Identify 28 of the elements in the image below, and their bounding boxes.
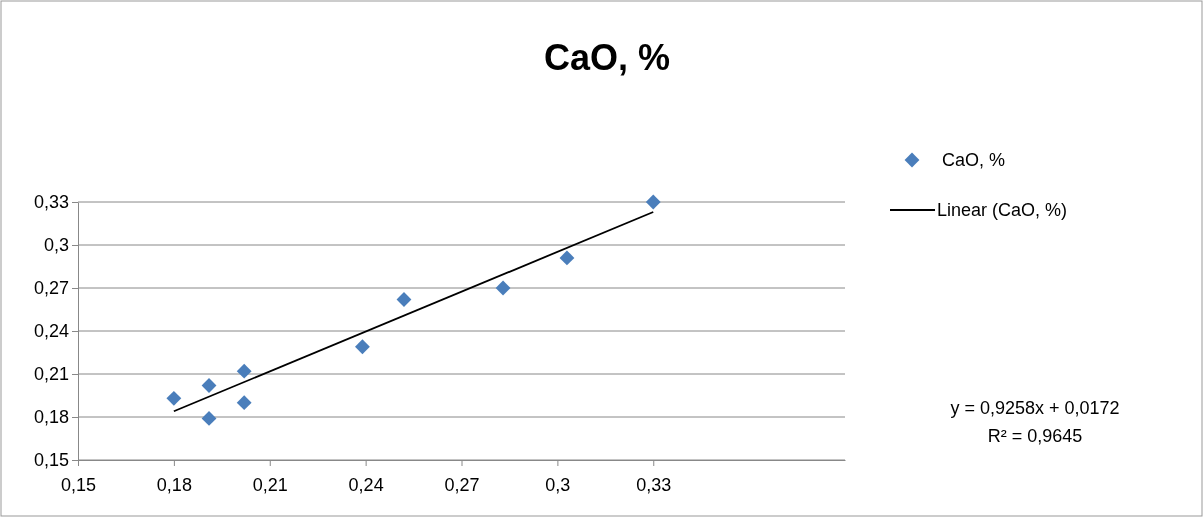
x-tick-label: 0,21 [252,474,288,495]
point [559,250,575,266]
point [355,339,370,355]
legend-label: Linear (CaO, %) [937,200,1068,220]
y-tick-label: 0,27 [33,278,69,299]
text: R² = 0,9645 [987,426,1083,446]
chart-title: CaO, % [543,37,671,78]
x-tick-label: 0,24 [348,474,384,495]
point [645,194,661,210]
y-tick-label: 0,3 [43,235,69,256]
x-tick-label: 0,3 [545,474,571,495]
y-tick-label: 0,21 [33,364,69,385]
x-tick-label: 0,27 [444,474,480,495]
x-tick-label: 0,18 [156,474,192,495]
point [201,411,217,426]
y-tick-label: 0,33 [33,192,69,213]
x-tick-label: 0,15 [60,474,97,495]
y-tick-label: 0,15 [33,450,69,471]
point [236,363,252,379]
point [236,395,252,411]
text: y = 0,9258x + 0,0172 [950,398,1120,418]
legend-label: CaO, % [942,150,1006,170]
y-tick-label: 0,24 [33,321,69,342]
point [396,292,412,307]
point [166,390,182,406]
y-tick-label: 0,18 [33,407,69,428]
x-tick-label: 0,33 [636,474,672,495]
point [495,280,511,296]
